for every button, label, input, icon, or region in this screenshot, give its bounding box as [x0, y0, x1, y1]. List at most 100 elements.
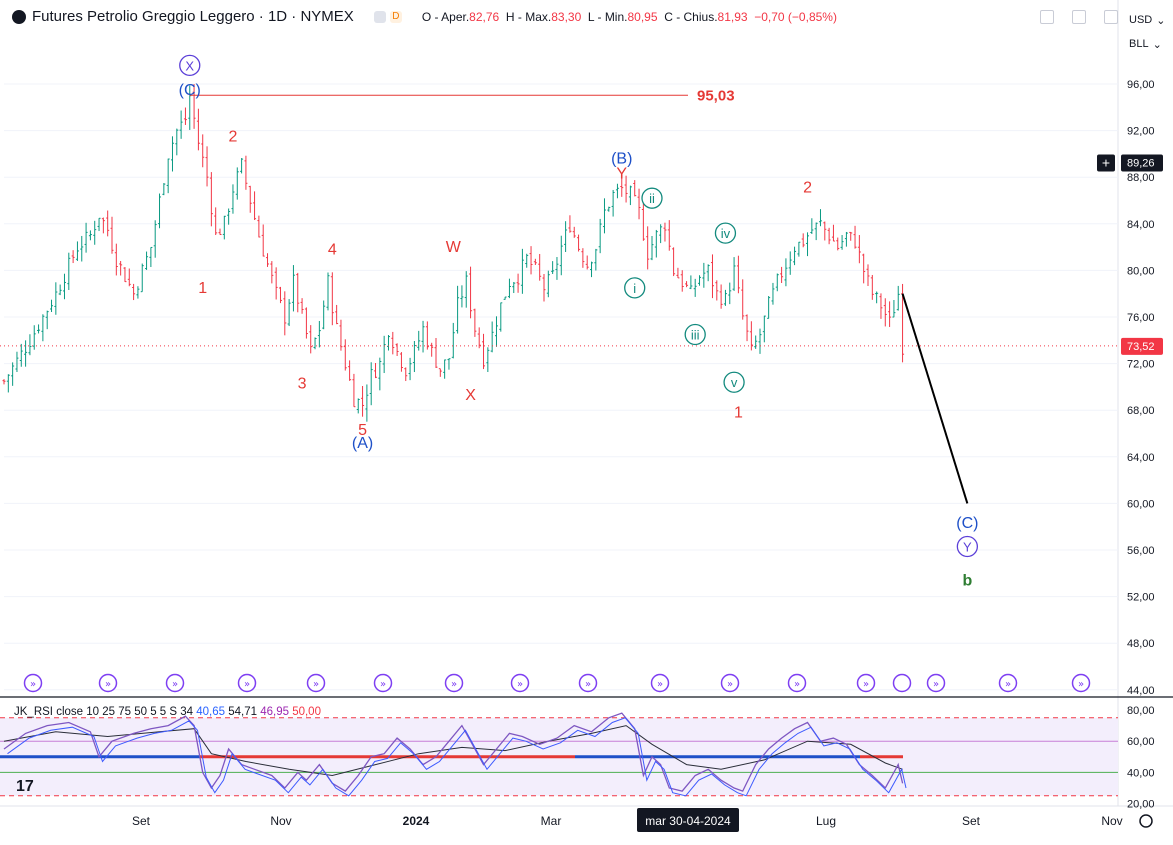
projection-line [901, 293, 969, 504]
event-marker-glyph: » [727, 679, 733, 690]
wave-label-circle [723, 371, 745, 393]
wave-label: 1 [734, 405, 743, 422]
y-tick-label: 48,00 [1127, 638, 1155, 650]
event-marker-glyph: » [657, 679, 663, 690]
rsi-y-tick-label: 80,00 [1127, 705, 1155, 717]
unit-selector[interactable]: BLL ⌄ [1129, 38, 1162, 51]
event-marker-icon [23, 673, 43, 693]
settings-gear-icon [1139, 814, 1153, 828]
chevron-down-icon: ⌄ [1156, 14, 1166, 27]
wave-label-circle [641, 187, 663, 209]
download-icon[interactable] [1040, 10, 1054, 24]
x-tick-label: 2024 [403, 814, 430, 828]
crosshair-price-tag [1121, 154, 1163, 172]
y-tick-label: 72,00 [1127, 359, 1155, 371]
x-tick-label: Mar [541, 814, 562, 828]
y-tick-label: 68,00 [1127, 405, 1155, 417]
wave-label-circle [624, 277, 646, 299]
status-pills: D [373, 10, 402, 23]
wave-label: X [465, 387, 476, 404]
x-tick-label: Nov [1101, 814, 1122, 828]
y-tick-label: 60,00 [1127, 498, 1155, 510]
wave-label-circle [179, 54, 201, 77]
event-marker-glyph: » [1078, 679, 1084, 690]
rsi-legend[interactable]: JK_RSI close 10 25 75 50 5 5 S 34 40,65 … [14, 706, 321, 718]
rsi-line [3, 712, 904, 792]
price-axis-area [1118, 0, 1173, 845]
plus-icon: + [1102, 155, 1110, 171]
event-marker-icon [650, 673, 670, 693]
event-marker-icon [98, 673, 118, 693]
y-tick-label: 44,00 [1127, 685, 1155, 697]
market-status-icon [373, 10, 386, 23]
event-marker-glyph: » [244, 679, 250, 690]
event-marker-glyph: » [451, 679, 457, 690]
y-tick-label: 64,00 [1127, 452, 1155, 464]
wave-label: 2 [229, 128, 238, 145]
wave-label-circle [714, 222, 737, 244]
last-price-label: 73,52 [1127, 341, 1155, 353]
hide-icon[interactable] [1072, 10, 1086, 24]
event-marker-icon [998, 673, 1018, 693]
event-marker-icon [237, 673, 257, 693]
event-marker-glyph: » [933, 679, 939, 690]
x-tick-label: Set [962, 814, 981, 828]
wave-label: Y [963, 540, 972, 555]
y-tick-label: 56,00 [1127, 545, 1155, 557]
wave-label: v [731, 375, 738, 390]
wave-label-circle [956, 535, 979, 558]
wave-label: iv [721, 226, 731, 241]
event-marker-glyph: » [380, 679, 386, 690]
add-alert-button [1097, 154, 1115, 172]
y-tick-label: 76,00 [1127, 312, 1155, 324]
wave-label: 1 [198, 280, 207, 297]
event-marker-glyph: » [30, 679, 36, 690]
currency-selector[interactable]: USD ⌄ [1129, 14, 1166, 27]
wave-label: (C) [956, 515, 978, 532]
event-marker-glyph: » [105, 679, 111, 690]
y-tick-label: 88,00 [1127, 172, 1155, 184]
wave-label: iii [691, 327, 700, 342]
event-marker-glyph: » [172, 679, 178, 690]
y-tick-label: 96,00 [1127, 79, 1155, 91]
wave-label: b [962, 572, 972, 589]
event-marker-icon [578, 673, 598, 693]
wave-label: 4 [328, 241, 337, 258]
crosshair-date-tag [637, 808, 739, 832]
event-marker-glyph: » [585, 679, 591, 690]
maximize-icon[interactable] [1104, 10, 1118, 24]
high-level-label: 95,03 [697, 87, 735, 104]
symbol-logo-icon [12, 9, 26, 24]
wave-label: Y [616, 166, 627, 183]
rsi-fast-line [7, 717, 907, 797]
event-marker-icon [856, 673, 876, 693]
rsi-y-tick-label: 20,00 [1127, 799, 1155, 811]
event-marker-icon [444, 673, 464, 693]
delayed-badge: D [389, 10, 402, 23]
event-marker-icon [892, 673, 912, 693]
wave-label: 2 [803, 180, 812, 197]
wave-label-circle [684, 323, 706, 346]
x-tick-label: Lug [816, 814, 836, 828]
wave-label: W [446, 239, 462, 256]
wave-label: i [633, 281, 636, 296]
wave-label: (A) [352, 435, 373, 452]
event-marker-icon [510, 673, 530, 693]
wave-label: (C) [179, 82, 201, 99]
y-tick-label: 52,00 [1127, 592, 1155, 604]
symbol-title[interactable]: Futures Petrolio Greggio Leggero · 1D · … [32, 8, 354, 25]
event-marker-glyph: » [794, 679, 800, 690]
wave-label: (B) [611, 151, 632, 168]
rsi-signal-line [3, 725, 903, 777]
event-marker-icon [1071, 673, 1091, 693]
rsi-y-tick-label: 60,00 [1127, 736, 1155, 748]
rsi-y-tick-label: 40,00 [1127, 767, 1155, 779]
wave-label: ii [649, 191, 655, 206]
ohlc-readout: O - Aper.82,76 H - Max.83,30 L - Min.80,… [421, 9, 837, 24]
last-price-tag [1121, 337, 1163, 355]
chart-header: Futures Petrolio Greggio Leggero · 1D · … [12, 8, 837, 25]
y-tick-label: 80,00 [1127, 265, 1155, 277]
y-tick-label: 84,00 [1127, 219, 1155, 231]
chevron-down-icon: ⌄ [1152, 38, 1162, 51]
